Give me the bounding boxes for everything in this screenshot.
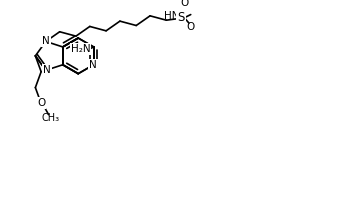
Text: N: N xyxy=(42,37,50,47)
Text: O: O xyxy=(180,0,188,8)
Text: H₂N: H₂N xyxy=(71,44,90,54)
Text: N: N xyxy=(43,65,51,75)
Text: O: O xyxy=(37,99,45,109)
Text: CH₃: CH₃ xyxy=(42,113,60,123)
Text: N: N xyxy=(89,60,97,70)
Text: O: O xyxy=(187,22,195,32)
Text: HN: HN xyxy=(165,11,180,21)
Text: S: S xyxy=(178,11,185,24)
